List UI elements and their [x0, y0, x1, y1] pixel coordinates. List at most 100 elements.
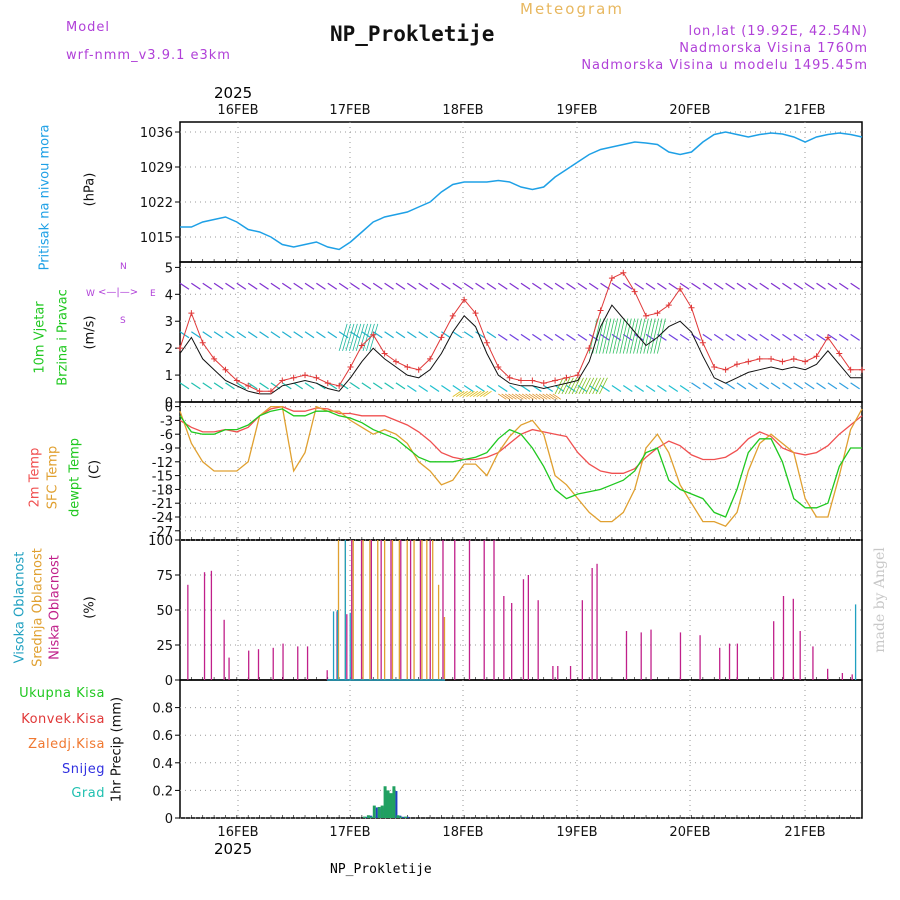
wind-arrow: [691, 282, 701, 290]
wind-arrow: [304, 331, 315, 339]
wind-hatch: [602, 318, 612, 354]
wind-hatch: [498, 393, 507, 400]
ytick-label-temperature: -3: [160, 414, 173, 429]
wind-arrow: [838, 382, 849, 390]
precip-bar: [366, 815, 370, 818]
wind-hatch: [545, 393, 555, 400]
wind-hatch: [483, 390, 492, 397]
ytick-label-clouds: 75: [156, 569, 173, 584]
wind-arrow: [622, 385, 633, 393]
wind-gust-marker: [677, 285, 684, 292]
wind-arrow: [827, 333, 838, 341]
wind-arrow: [270, 331, 281, 339]
wind-arrow: [418, 331, 429, 339]
year-top: 2025: [214, 84, 253, 102]
wind-arrow: [611, 385, 622, 393]
wind-hatch: [585, 377, 595, 395]
wind-hatch: [525, 393, 534, 400]
wind-arrow: [748, 333, 758, 341]
wind-arrow: [191, 282, 201, 290]
wind-gust-marker: [358, 342, 365, 349]
wind-gust-marker: [859, 366, 865, 373]
precip-bar: [392, 786, 396, 818]
wind-gust-marker: [529, 377, 536, 384]
wind-arrow: [577, 282, 588, 290]
wind-arrow: [441, 282, 451, 290]
ytick-label-temperature: -18: [152, 483, 173, 498]
wind-hatch: [542, 393, 551, 400]
wind-arrow: [407, 331, 417, 339]
wind-hatch: [466, 390, 475, 397]
wind-gust-marker: [472, 310, 479, 317]
wind-arrow: [281, 331, 292, 339]
ytick-label-temperature: -27: [152, 525, 173, 540]
wind-hatch: [643, 318, 653, 354]
wind-arrow: [225, 331, 235, 339]
wind-arrow: [259, 331, 269, 339]
wind-arrow: [588, 282, 599, 290]
wind-gust-marker: [177, 345, 183, 352]
wind-arrow: [736, 333, 747, 341]
ytick-label-temperature: -15: [152, 470, 173, 485]
wind-hatch: [459, 390, 468, 397]
wind-arrow: [407, 385, 417, 393]
model-label: Model: [66, 20, 111, 35]
wind-arrow: [668, 333, 679, 341]
compass-s: S: [120, 316, 126, 326]
wind-hatch: [616, 318, 625, 354]
wind-arrow: [520, 385, 531, 393]
precip-snow-bar: [402, 816, 405, 818]
ytick-label-pressure: 1022: [140, 196, 173, 211]
wind-arrow: [236, 382, 247, 390]
wind-hatch: [355, 323, 365, 351]
wind-gust-marker: [506, 374, 513, 381]
wind-arrow: [361, 382, 372, 390]
precip-bar: [377, 806, 381, 818]
ytick-label-pressure: 1036: [140, 126, 173, 141]
wind-speed-line: [179, 304, 862, 395]
bottom-date-label: 21FEB: [784, 825, 825, 840]
wind-gust-marker: [404, 364, 411, 370]
precip-bar: [396, 815, 400, 818]
wind-arrow: [350, 331, 360, 339]
wind-arrow: [770, 333, 781, 341]
wind-arrow: [418, 282, 429, 290]
wind-arrow: [441, 385, 451, 393]
precip-bar: [372, 805, 376, 818]
wind-arrow: [634, 282, 644, 290]
panel-frame-temperature: [179, 401, 863, 541]
ytick-label-pressure: 1029: [140, 161, 173, 176]
wind-arrow: [225, 282, 235, 290]
ytick-label-clouds: 50: [156, 604, 173, 619]
wind-hatch: [554, 377, 564, 395]
wind-hatch: [653, 318, 663, 354]
wind-hatch: [479, 390, 489, 397]
wind-arrow: [247, 382, 258, 390]
wind-gust-marker: [415, 366, 422, 373]
wind-arrow: [713, 282, 724, 290]
wind-arrow: [668, 282, 679, 290]
wind-arrow: [213, 282, 224, 290]
wind-arrow: [759, 333, 770, 341]
ytick-label-temperature: -21: [152, 497, 173, 512]
wind-arrow: [486, 385, 497, 393]
wind-gust-marker: [790, 355, 797, 362]
wind-gust-marker: [631, 288, 638, 295]
wind-arrow: [202, 331, 213, 339]
wind-arrow: [395, 282, 406, 290]
wind-arrow: [213, 331, 224, 339]
wind-arrow: [259, 382, 269, 390]
wind-hatch: [352, 323, 362, 351]
wind-arrow: [543, 282, 554, 290]
wind-arrow: [281, 282, 292, 290]
wind-gust-marker: [802, 358, 809, 365]
wind-arrow: [304, 282, 315, 290]
wind-hatch: [345, 323, 355, 351]
wind-arrow: [520, 282, 531, 290]
wind-arrow: [338, 282, 349, 290]
wind-gust-marker: [733, 361, 740, 368]
precip-legend-freezing: Zaledj.Kisa: [28, 737, 105, 752]
wind-arrow: [191, 331, 201, 339]
wind-hatch: [348, 323, 358, 351]
ytick-label-precip: 0.2: [152, 784, 173, 799]
